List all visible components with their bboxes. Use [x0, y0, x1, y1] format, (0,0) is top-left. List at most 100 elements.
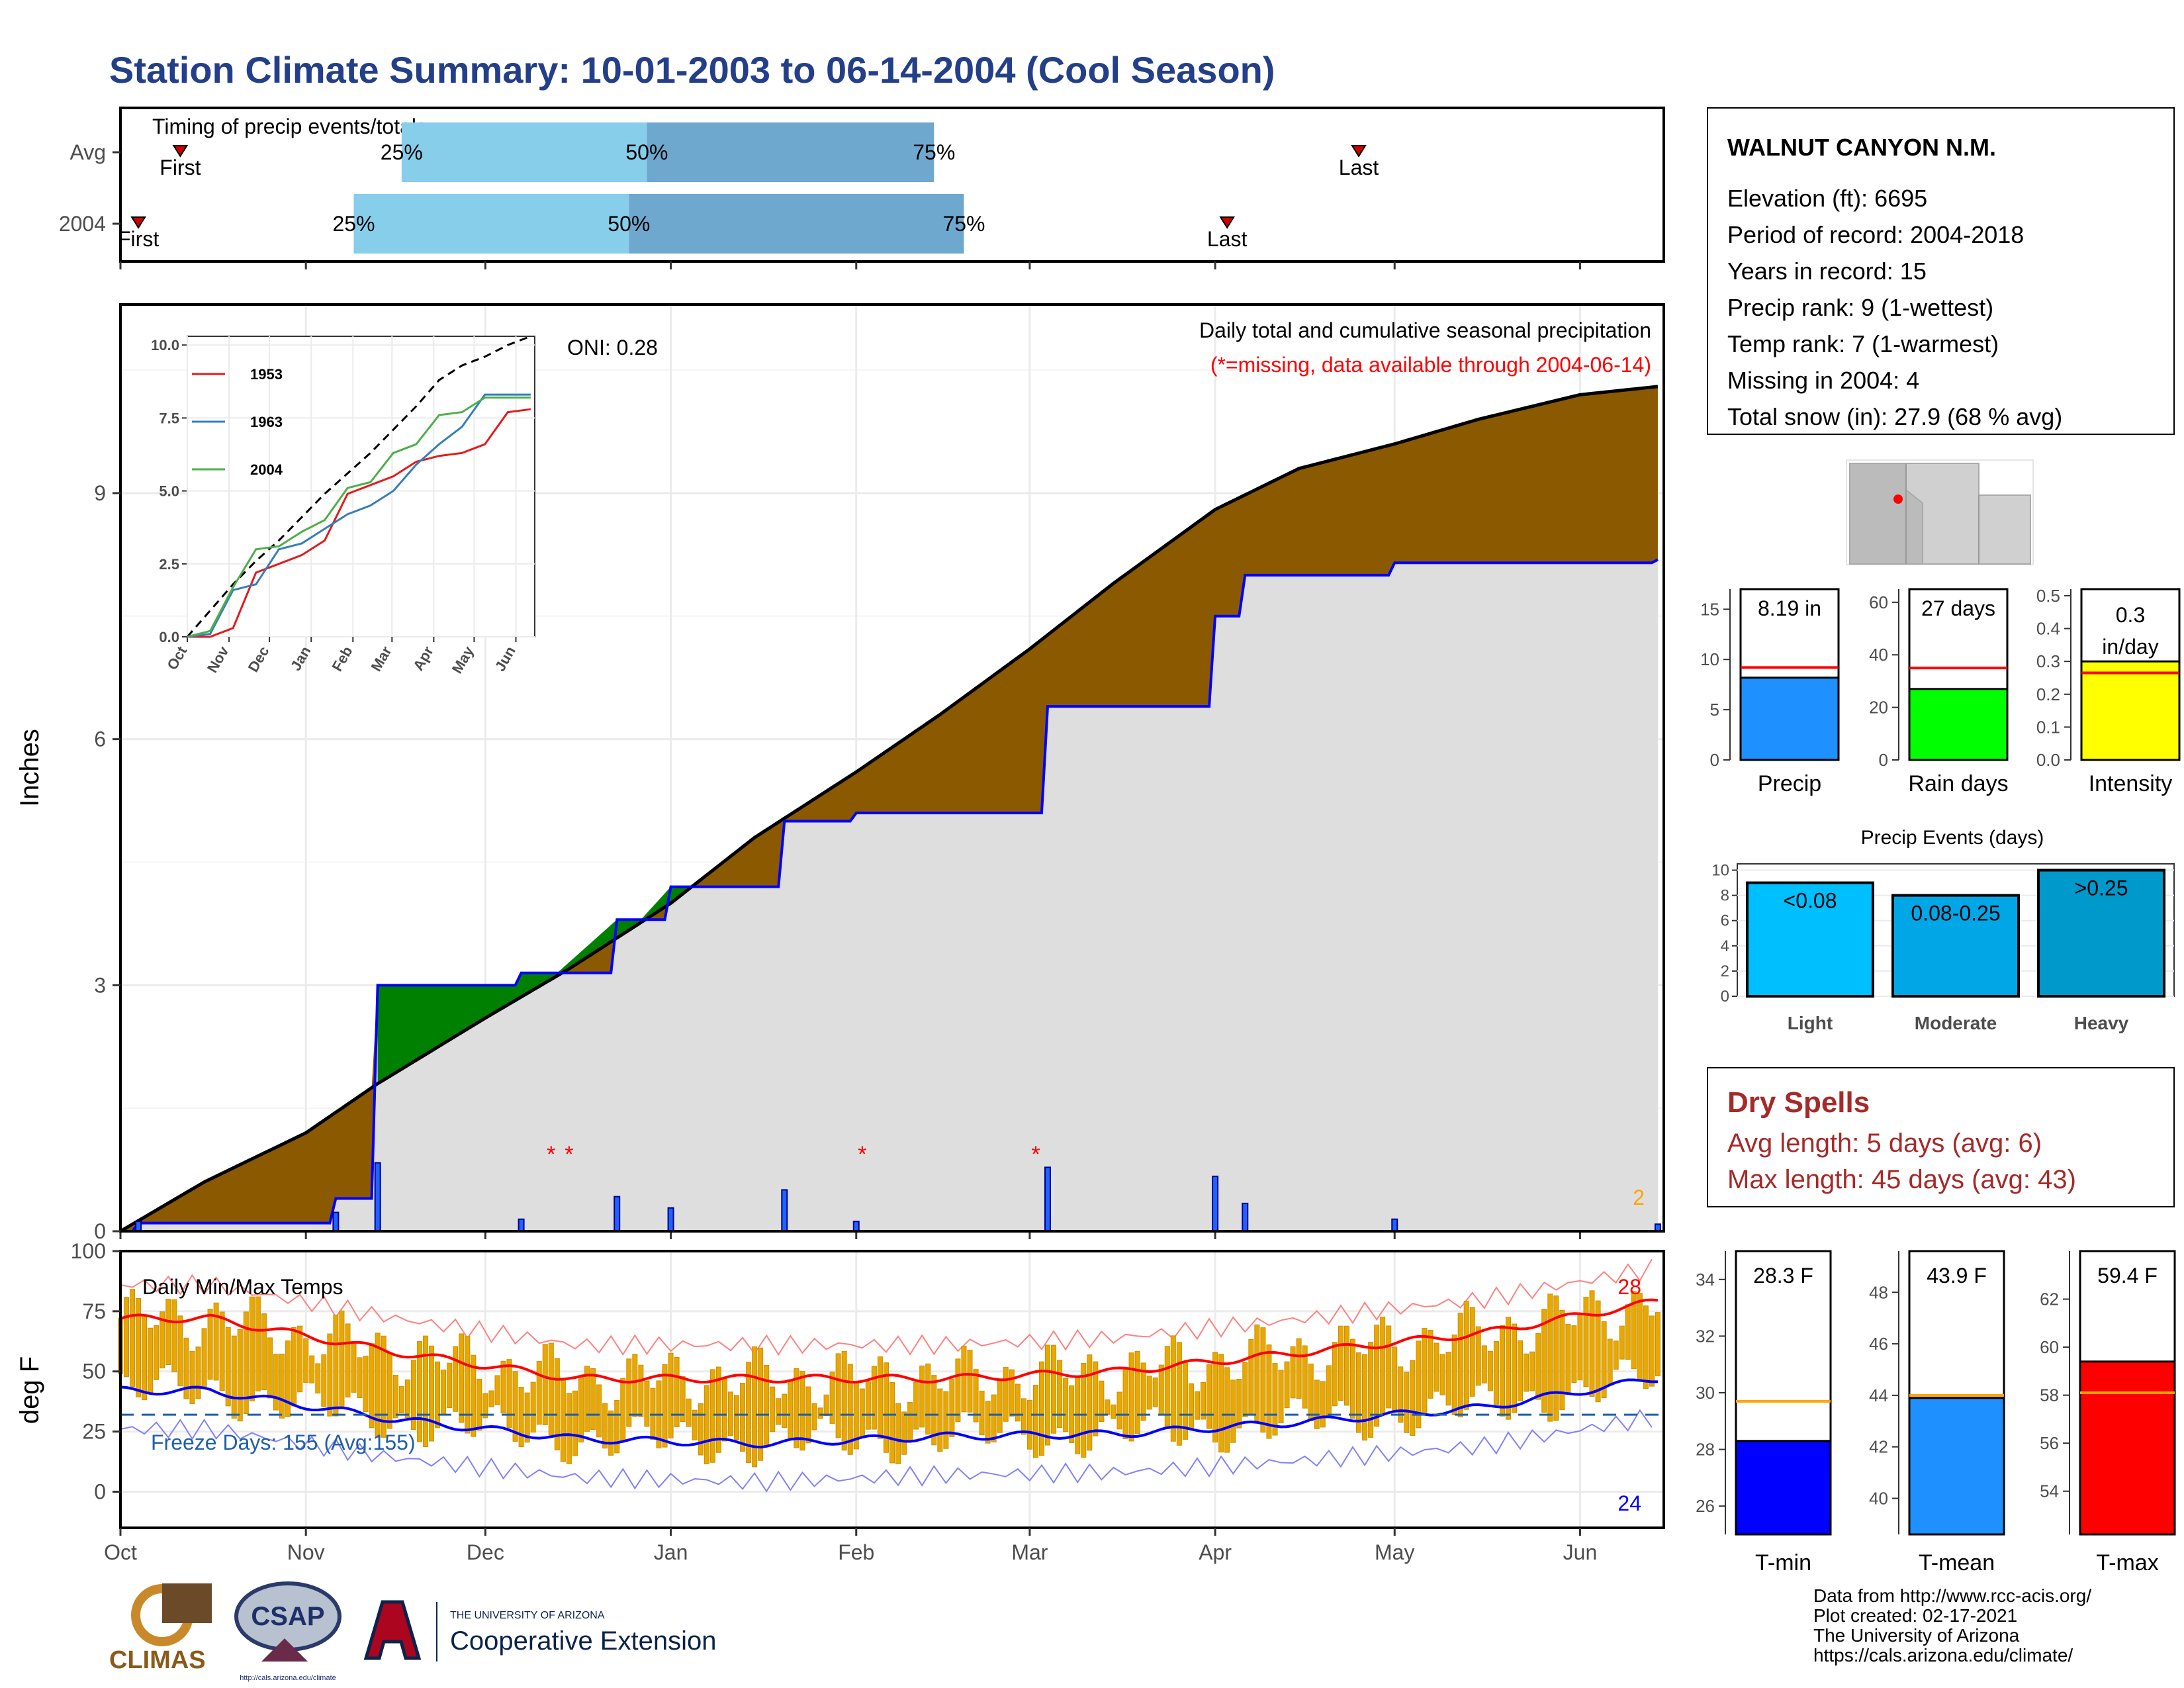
mini-bar-label: Intensity: [2089, 771, 2173, 796]
daily-temp-bar: [1380, 1317, 1386, 1415]
daily-temp-bar: [572, 1390, 578, 1456]
daily-temp-bar: [823, 1394, 829, 1417]
daily-temp-bar: [1422, 1327, 1428, 1413]
daily-temp-bar: [1032, 1384, 1038, 1458]
temp-bar-tick-label: 26: [1696, 1496, 1715, 1516]
events-y-tick-label: 0: [1721, 988, 1729, 1006]
daily-temp-bar: [1152, 1377, 1158, 1407]
daily-temp-bar: [477, 1378, 482, 1431]
daily-temp-bar: [931, 1375, 937, 1446]
daily-temp-bar: [1099, 1380, 1105, 1423]
events-y-tick-label: 4: [1721, 937, 1729, 955]
events-bar: [1891, 894, 2020, 998]
events-bar-label: >0.25: [2075, 876, 2128, 900]
daily-temp-bar: [1026, 1399, 1032, 1450]
daily-temp-bar: [1368, 1342, 1374, 1438]
daily-temp-bar: [1505, 1317, 1511, 1420]
events-x-label: Heavy: [2074, 1013, 2129, 1033]
daily-temp-bar: [1122, 1369, 1128, 1440]
timing-marker-label: Last: [1207, 227, 1248, 251]
daily-temp-bar: [1140, 1362, 1146, 1421]
daily-precip-bar: [781, 1189, 788, 1232]
precip-ylabel: Inches: [15, 729, 44, 807]
ua-big-text: Cooperative Extension: [450, 1626, 716, 1656]
locator-map: [1846, 459, 2034, 565]
daily-temp-bar: [1607, 1338, 1613, 1385]
daily-temp-bar: [985, 1401, 991, 1444]
daily-temp-bar: [506, 1359, 512, 1429]
events-title: Precip Events (days): [1861, 827, 2044, 849]
events-x-label: Moderate: [1915, 1013, 1997, 1033]
daily-temp-bar: [1332, 1342, 1338, 1407]
daily-temp-bar: [177, 1315, 183, 1387]
dry-spells-box: Dry Spells Avg length: 5 days (avg: 6) M…: [1707, 1067, 2175, 1207]
daily-temp-bar: [1433, 1342, 1439, 1392]
daily-temp-bar: [1218, 1354, 1224, 1453]
temp-y-tick-label: 50: [82, 1360, 106, 1383]
precip-frame: [119, 303, 1665, 1233]
daily-temp-bar: [1063, 1378, 1069, 1432]
daily-temp-bar: [943, 1391, 949, 1449]
timing-pct-label: 25%: [381, 140, 423, 164]
daily-temp-bar: [207, 1309, 213, 1380]
daily-temp-bar: [1254, 1324, 1260, 1423]
daily-temp-bar: [1057, 1360, 1063, 1429]
mini-bar-tick-label: 0: [1879, 750, 1888, 770]
station-info-line: Period of record: 2004-2018: [1727, 221, 2024, 248]
daily-temp-bar: [351, 1344, 357, 1393]
mini-bar-tick-label: 0: [1710, 750, 1719, 770]
missing-note: (*=missing, data available through 2004-…: [1210, 353, 1651, 377]
inset-y-tick-label: 0.0: [159, 629, 179, 645]
climas-logo-text: CLIMAS: [109, 1646, 206, 1674]
timing-bar-25-50: [401, 122, 647, 182]
footer-line: Data from http://www.rcc-acis.org/: [1813, 1585, 2091, 1606]
daily-temp-bar: [776, 1398, 782, 1425]
daily-temp-bar: [1643, 1305, 1649, 1389]
timing-bar-25-50: [353, 194, 629, 254]
events-x-label: Light: [1788, 1013, 1833, 1033]
daily-temp-bar: [267, 1337, 273, 1399]
daily-temp-bar: [1021, 1398, 1026, 1435]
temp-y-tick-label: 100: [71, 1239, 106, 1263]
temp-bar-value: 28.3 F: [1753, 1264, 1813, 1288]
inset-series-line: [187, 397, 531, 638]
temp-bar-value: 59.4 F: [2097, 1264, 2158, 1288]
mini-bar-value: 27 days: [1921, 596, 1995, 620]
events-bar: [1746, 881, 1874, 998]
missing-marker: *: [858, 1142, 866, 1167]
daily-temp-bar: [1206, 1364, 1212, 1429]
daily-temp-bar: [961, 1345, 967, 1413]
daily-temp-bar: [471, 1354, 477, 1437]
daily-temp-bar: [1302, 1345, 1308, 1409]
daily-temp-bar: [883, 1362, 889, 1453]
temp-bar-tick-label: 28: [1696, 1440, 1715, 1460]
daily-precip-bar: [135, 1221, 142, 1232]
station-info-line: Precip rank: 9 (1-wettest): [1727, 294, 1993, 321]
daily-temp-bar: [465, 1336, 471, 1434]
daily-temp-bar: [404, 1379, 410, 1418]
daily-temp-bar: [1601, 1321, 1607, 1398]
daily-temp-bar: [422, 1335, 428, 1447]
timing-row-label: 2004: [59, 212, 106, 236]
inset-series-line: [187, 393, 531, 638]
daily-temp-bar: [1326, 1365, 1332, 1418]
precip-corner-count: 2: [1633, 1186, 1645, 1209]
daily-temp-bar: [339, 1310, 345, 1408]
precip-y-tick-label: 9: [94, 481, 106, 505]
temp-bar-tick-label: 46: [1869, 1334, 1888, 1354]
daily-temp-bar: [877, 1356, 883, 1439]
daily-temp-bar: [1451, 1335, 1457, 1415]
daily-temp-bar: [704, 1385, 709, 1464]
daily-temp-bar: [1266, 1344, 1272, 1439]
daily-temp-bar: [1069, 1385, 1075, 1444]
daily-temp-bar: [1308, 1363, 1314, 1421]
daily-temp-bar: [578, 1377, 584, 1442]
daily-temp-bar: [309, 1355, 315, 1383]
station-info-box: WALNUT CANYON N.M. Elevation (ft): 6695 P…: [1707, 107, 2175, 435]
x-axis-tick-label: May: [1375, 1540, 1414, 1564]
temp-bar-tick-label: 44: [1869, 1385, 1888, 1405]
daily-temp-bar: [1463, 1301, 1469, 1410]
daily-temp-bar: [590, 1368, 596, 1430]
daily-temp-bar: [1134, 1350, 1140, 1434]
daily-temp-bar: [1272, 1363, 1278, 1436]
